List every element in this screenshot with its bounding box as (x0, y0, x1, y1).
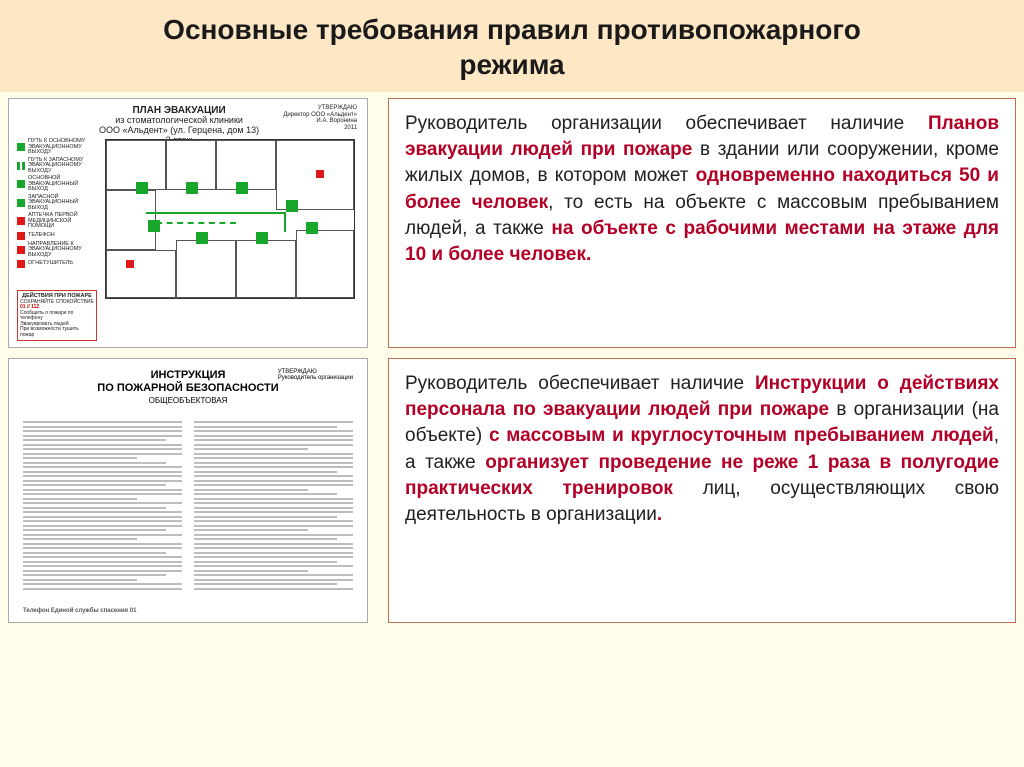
b2-h2: с массовым и круглосуточным пребыванием … (489, 425, 994, 446)
instr-approve-block: УТВЕРЖДАЮ Руководитель организации (278, 369, 353, 381)
instr-title-sub: ОБЩЕОБЪЕКТОВАЯ (23, 396, 353, 405)
instr-footer: Телефон Единой службы спасения 01 (23, 608, 136, 614)
plan-action-box: ДЕЙСТВИЯ ПРИ ПОЖАРЕ СОХРАНЯЙТЕ СПОКОЙСТВ… (17, 290, 97, 341)
instr-body-text (23, 421, 353, 592)
plan-approve-label: УТВЕРЖДАЮ (318, 105, 357, 111)
evac-plan-text-col: Руководитель организации обеспечивает на… (388, 98, 1016, 348)
instr-title-l2: ПО ПОЖАРНОЙ БЕЗОПАСНОСТИ (97, 382, 278, 394)
instruction-thumbnail: УТВЕРЖДАЮ Руководитель организации ИНСТР… (8, 358, 368, 623)
plan-approve-year: 2011 (344, 125, 357, 131)
evacuation-plan-thumbnail: ПЛАН ЭВАКУАЦИИ из стоматологической клин… (8, 98, 368, 348)
page-header: Основные требования правил противопожарн… (0, 0, 1024, 92)
instruction-thumbnail-col: УТВЕРЖДАЮ Руководитель организации ИНСТР… (8, 358, 378, 623)
legend-item: ОГНЕТУШИТЕЛЬ (17, 260, 97, 268)
instruction-text-col: Руководитель обеспечивает наличие Инстру… (388, 358, 1016, 623)
instr-title-l1: ИНСТРУКЦИЯ (151, 369, 226, 381)
plan-title-sub2: ООО «Альдент» (ул. Герцена, дом 13) (99, 125, 259, 135)
evac-plan-thumbnail-col: ПЛАН ЭВАКУАЦИИ из стоматологической клин… (8, 98, 378, 348)
b2-h4: . (657, 504, 662, 525)
evac-plan-textbox: Руководитель организации обеспечивает на… (388, 98, 1016, 348)
legend-item: ТЕЛЕФОН (17, 232, 97, 240)
content: ПЛАН ЭВАКУАЦИИ из стоматологической клин… (0, 92, 1024, 629)
title-line-1: Основные требования правил противопожарн… (163, 14, 861, 45)
legend-item: АПТЕЧКА ПЕРВОЙ МЕДИЦИНСКОЙ ПОМОЩИ (17, 213, 97, 230)
plan-approve-sub2: И.А. Воронина (316, 118, 357, 124)
instruction-textbox: Руководитель обеспечивает наличие Инстру… (388, 358, 1016, 623)
legend-item: ПУТЬ К ОСНОВНОМУ ЭВАКУАЦИОННОМУ ВЫХОДУ (17, 139, 97, 156)
plan-legend: ПУТЬ К ОСНОВНОМУ ЭВАКУАЦИОННОМУ ВЫХОДУ ПУ… (17, 139, 97, 270)
legend-item: ЗАПАСНОЙ ЭВАКУАЦИОННЫЙ ВЫХОД (17, 195, 97, 212)
plan-title-sub1: из стоматологической клиники (115, 115, 243, 125)
page-title: Основные требования правил противопожарн… (20, 12, 1004, 82)
instr-approve-sub: Руководитель организации (278, 375, 353, 381)
floorplan (105, 139, 355, 299)
legend-item: ПУТЬ К ЗАПАСНОМУ ЭВАКУАЦИОННОМУ ВЫХОДУ (17, 158, 97, 175)
row-instruction: УТВЕРЖДАЮ Руководитель организации ИНСТР… (8, 358, 1016, 623)
b2-t1: Руководитель обеспечивает наличие (405, 373, 755, 394)
plan-approve-sub1: Директор ООО «Альдент» (283, 112, 357, 118)
b1-t1: Руководитель организации обеспечивает на… (405, 113, 928, 134)
action-steps: Сообщить о пожаре по телефонуЭвакуироват… (20, 311, 94, 339)
title-line-2: режима (459, 49, 564, 80)
legend-item: НАПРАВЛЕНИЕ К ЭВАКУАЦИОННОМУ ВЫХОДУ (17, 242, 97, 259)
legend-item: ОСНОВНОЙ ЭВАКУАЦИОННЫЙ ВЫХОД (17, 176, 97, 193)
plan-approve-block: УТВЕРЖДАЮ Директор ООО «Альдент» И.А. Во… (283, 105, 357, 131)
row-evacuation-plan: ПЛАН ЭВАКУАЦИИ из стоматологической клин… (8, 98, 1016, 348)
